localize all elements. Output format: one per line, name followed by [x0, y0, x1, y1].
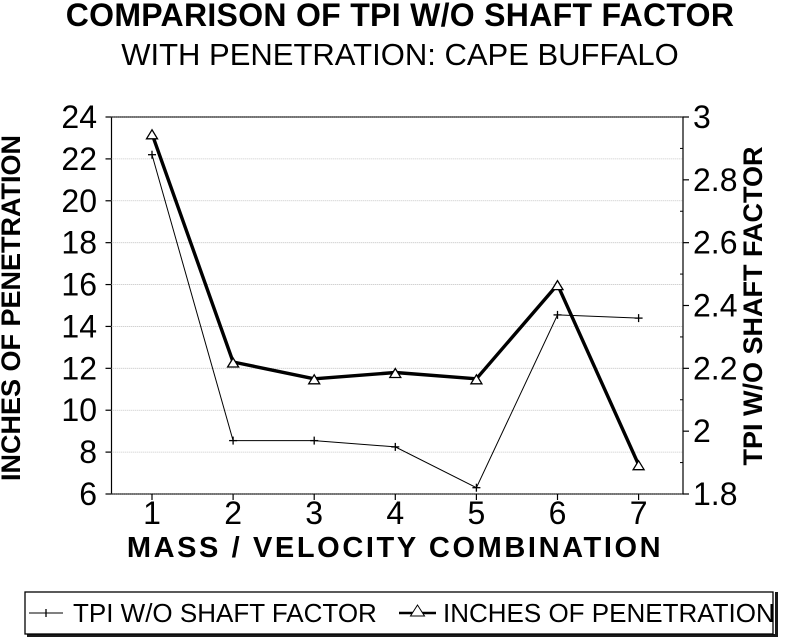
- svg-text:2: 2: [693, 413, 711, 449]
- svg-text:TPI W/O SHAFT FACTOR: TPI W/O SHAFT FACTOR: [738, 147, 768, 466]
- svg-text:5: 5: [468, 495, 486, 531]
- svg-text:6: 6: [549, 495, 567, 531]
- svg-text:10: 10: [61, 392, 97, 428]
- svg-text:1.8: 1.8: [693, 476, 737, 512]
- svg-text:14: 14: [61, 308, 97, 344]
- svg-text:2.2: 2.2: [693, 350, 737, 386]
- svg-text:22: 22: [61, 141, 97, 177]
- svg-text:3: 3: [693, 99, 711, 135]
- svg-text:18: 18: [61, 225, 97, 261]
- svg-text:24: 24: [61, 99, 97, 135]
- svg-text:8: 8: [79, 434, 97, 470]
- svg-text:2: 2: [224, 495, 242, 531]
- svg-text:2.6: 2.6: [693, 225, 737, 261]
- svg-text:3: 3: [305, 495, 323, 531]
- svg-text:2.8: 2.8: [693, 162, 737, 198]
- svg-text:7: 7: [630, 495, 648, 531]
- svg-text:4: 4: [386, 495, 404, 531]
- svg-text:20: 20: [61, 183, 97, 219]
- svg-text:MASS / VELOCITY COMBINATION: MASS / VELOCITY COMBINATION: [127, 532, 663, 564]
- svg-text:16: 16: [61, 267, 97, 303]
- svg-text:2.4: 2.4: [693, 288, 737, 324]
- svg-text:TPI W/O SHAFT FACTOR: TPI W/O SHAFT FACTOR: [73, 598, 377, 628]
- svg-text:6: 6: [79, 476, 97, 512]
- svg-text:12: 12: [61, 350, 97, 386]
- svg-text:INCHES OF PENETRATION: INCHES OF PENETRATION: [443, 598, 775, 628]
- svg-text:1: 1: [143, 495, 161, 531]
- svg-text:INCHES OF PENETRATION: INCHES OF PENETRATION: [0, 135, 26, 481]
